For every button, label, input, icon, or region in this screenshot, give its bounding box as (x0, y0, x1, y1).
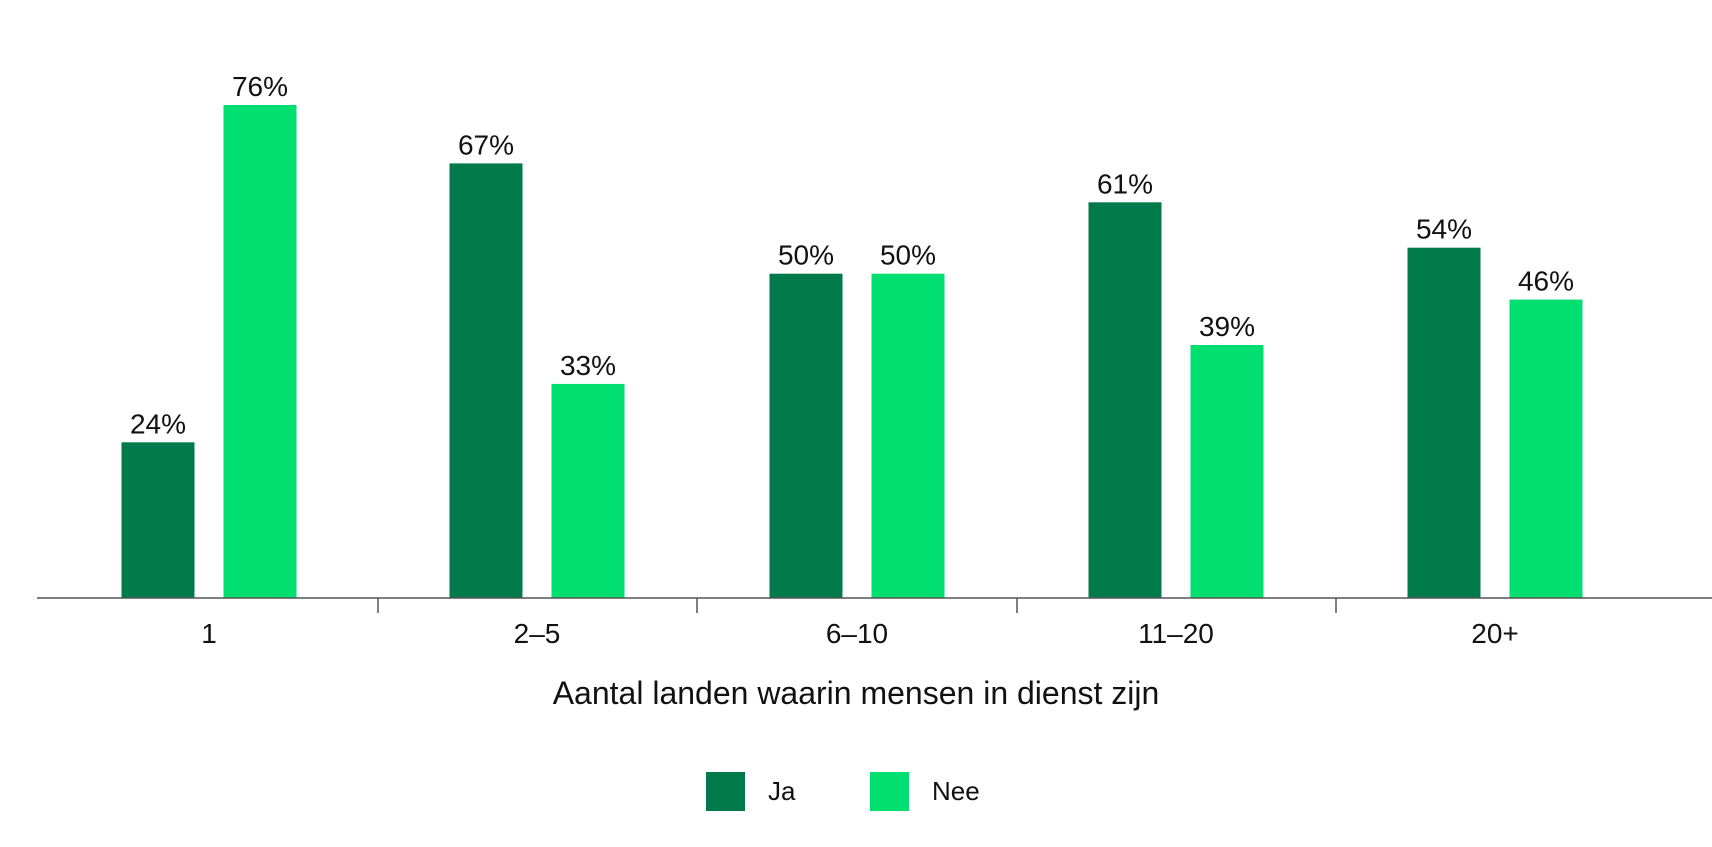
value-label-ja-4: 54% (1416, 214, 1472, 245)
legend-label-nee: Nee (932, 776, 980, 806)
x-axis-ticks (377, 598, 1337, 613)
value-labels-group: 24% 67% 50% 61% 54% 76% 33% 50% 39% 46% (130, 71, 1574, 439)
bar-ja-3 (1088, 202, 1162, 599)
legend-swatch-nee (870, 772, 909, 811)
bar-nee-4 (1509, 299, 1583, 598)
legend: Ja Nee (706, 772, 980, 811)
x-axis-tick-labels: 1 2–5 6–10 11–20 20+ (201, 618, 1519, 649)
value-label-ja-2: 50% (778, 240, 834, 271)
x-tick-label-2: 6–10 (826, 618, 888, 649)
bar-ja-0 (121, 442, 195, 598)
value-label-nee-4: 46% (1518, 266, 1574, 297)
bar-nee-3 (1190, 345, 1264, 598)
value-label-ja-1: 67% (458, 129, 514, 160)
x-tick-label-4: 20+ (1471, 618, 1519, 649)
x-tick-label-3: 11–20 (1138, 618, 1214, 649)
value-label-nee-3: 39% (1199, 311, 1255, 342)
bar-nee-2 (871, 273, 945, 598)
value-label-ja-3: 61% (1097, 168, 1153, 199)
bar-ja-2 (769, 273, 843, 598)
legend-swatch-ja (706, 772, 745, 811)
value-label-nee-2: 50% (880, 240, 936, 271)
bars-group (121, 105, 1583, 599)
value-label-nee-0: 76% (232, 71, 288, 102)
value-label-nee-1: 33% (560, 350, 616, 381)
bar-ja-4 (1407, 247, 1481, 598)
value-label-ja-0: 24% (130, 408, 186, 439)
bar-ja-1 (449, 163, 523, 598)
bar-nee-1 (551, 383, 625, 598)
x-axis-title: Aantal landen waarin mensen in dienst zi… (553, 675, 1160, 711)
bar-nee-0 (223, 105, 297, 598)
x-tick-label-1: 2–5 (514, 618, 561, 649)
legend-label-ja: Ja (768, 776, 796, 806)
x-tick-label-0: 1 (201, 618, 217, 649)
